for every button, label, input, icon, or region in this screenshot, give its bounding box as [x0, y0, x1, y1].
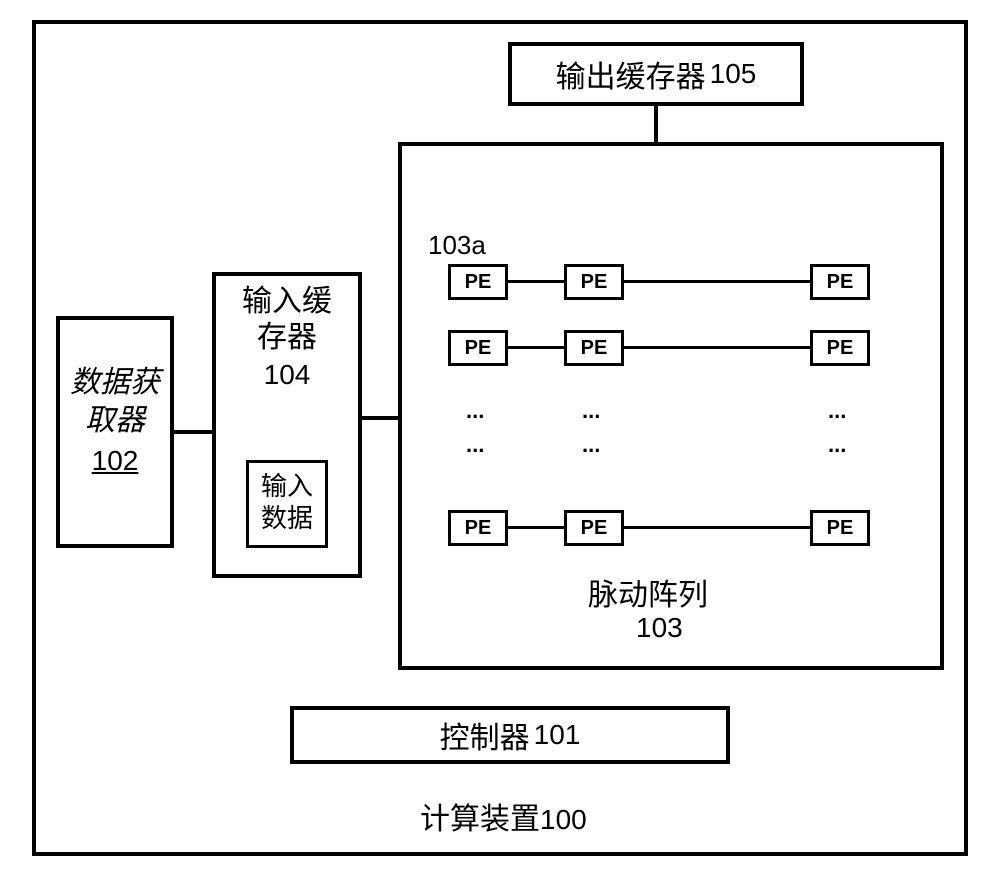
- input-data-l1: 输入: [249, 463, 325, 503]
- controller-box: 控制器101: [290, 706, 730, 764]
- pe-r1c1: PE: [448, 264, 508, 300]
- input-buffer-id: 104: [216, 358, 358, 392]
- device-caption-text: 计算装置: [420, 803, 540, 836]
- pe-r3c1: PE: [448, 510, 508, 546]
- pe-ref-label: 103a: [428, 230, 486, 261]
- dots-r-c3-b: ...: [828, 432, 846, 458]
- conn-output-to-array: [654, 106, 658, 142]
- pe-conn-r1-b: [624, 280, 810, 283]
- pe-r2c2: PE: [564, 330, 624, 366]
- dots-r-c1-a: ...: [466, 398, 484, 424]
- pe-conn-r1-a: [508, 280, 564, 283]
- device-caption: 计算装置100: [420, 794, 587, 838]
- dots-r-c2-b: ...: [582, 432, 600, 458]
- systolic-array-title: 脉动阵列: [588, 570, 708, 614]
- input-data-inner-box: 输入 数据: [246, 460, 328, 548]
- pe-r3c3: PE: [810, 510, 870, 546]
- controller-title: 控制器: [440, 713, 530, 757]
- data-fetcher-title-l1: 数据获: [60, 364, 170, 402]
- data-fetcher-id: 102: [60, 444, 170, 478]
- pe-r2c3: PE: [810, 330, 870, 366]
- conn-fetcher-to-input: [174, 430, 212, 434]
- dots-r-c1-b: ...: [466, 432, 484, 458]
- output-buffer-title: 输出缓存器: [556, 52, 706, 96]
- systolic-array-id: 103: [636, 612, 683, 644]
- pe-r1c2: PE: [564, 264, 624, 300]
- device-caption-id: 100: [540, 804, 587, 835]
- pe-conn-r2-a: [508, 346, 564, 349]
- pe-conn-r3-b: [624, 526, 810, 529]
- pe-conn-r2-b: [624, 346, 810, 349]
- dots-r-c2-a: ...: [582, 398, 600, 424]
- input-buffer-title-l2: 存器: [216, 320, 358, 356]
- pe-r3c2: PE: [564, 510, 624, 546]
- pe-r2c1: PE: [448, 330, 508, 366]
- input-buffer-title-l1: 输入缓: [216, 284, 358, 320]
- dots-r-c3-a: ...: [828, 398, 846, 424]
- controller-id: 101: [534, 719, 581, 751]
- output-buffer-id: 105: [710, 58, 757, 90]
- conn-input-to-array: [362, 416, 398, 420]
- data-fetcher-box: 数据获 取器 102: [56, 316, 174, 548]
- pe-r1c3: PE: [810, 264, 870, 300]
- output-buffer-box: 输出缓存器105: [508, 42, 804, 106]
- pe-conn-r3-a: [508, 526, 564, 529]
- data-fetcher-title-l2: 取器: [60, 402, 170, 440]
- input-data-l2: 数据: [249, 503, 325, 535]
